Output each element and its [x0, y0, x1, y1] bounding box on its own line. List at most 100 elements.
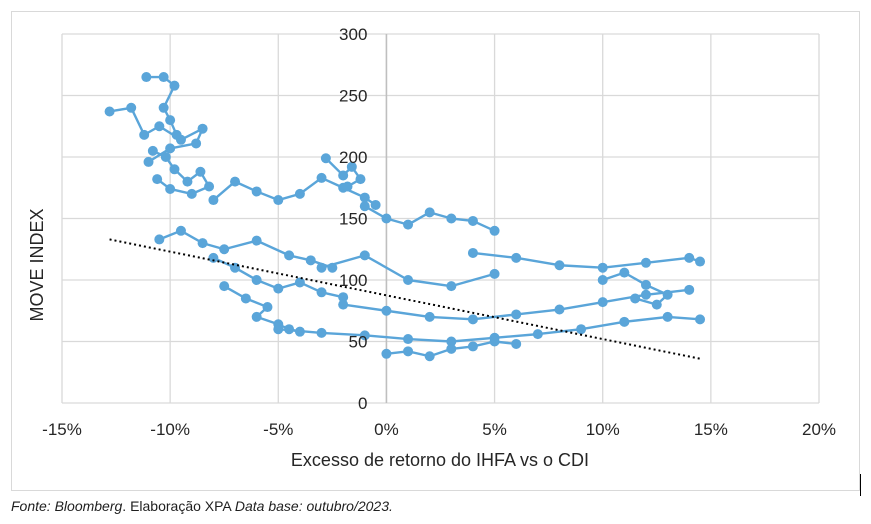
data-point: [208, 252, 219, 263]
data-point: [158, 72, 169, 83]
data-point: [446, 336, 457, 347]
data-point: [169, 80, 180, 91]
x-tick-label: 20%: [802, 420, 836, 439]
data-point: [346, 161, 357, 172]
data-point: [640, 279, 651, 290]
data-point: [640, 257, 651, 268]
data-point: [381, 213, 392, 224]
data-point: [186, 188, 197, 199]
data-point: [262, 302, 273, 313]
data-point: [554, 304, 565, 315]
series-line: [472, 251, 701, 269]
data-point: [424, 351, 435, 362]
data-point: [597, 297, 608, 308]
data-point: [662, 289, 673, 300]
data-point: [284, 250, 295, 261]
data-point: [338, 170, 349, 181]
data-point: [355, 174, 366, 185]
data-point: [273, 283, 284, 294]
data-point: [160, 152, 171, 162]
y-tick-labels: 0 50 100 150 200 250 300: [339, 25, 367, 413]
y-tick-label: 150: [339, 210, 367, 229]
data-point: [651, 299, 662, 310]
data-point: [147, 145, 158, 156]
data-point: [554, 260, 565, 271]
data-point: [695, 314, 706, 325]
data-point: [467, 215, 478, 226]
data-point: [403, 219, 414, 230]
data-point: [359, 192, 370, 203]
data-point: [251, 275, 262, 285]
scatter-series: [104, 72, 706, 362]
data-point: [305, 255, 316, 266]
x-tick-label: 0%: [374, 420, 399, 439]
data-point: [316, 262, 327, 273]
data-point: [446, 343, 457, 354]
data-point: [154, 121, 165, 132]
data-point: [467, 314, 478, 325]
data-point: [316, 172, 327, 183]
divider: [860, 474, 861, 496]
caption-date: Data base: outubro/2023.: [234, 498, 393, 514]
data-point: [446, 213, 457, 224]
source-caption: Fonte: Bloomberg. Elaboração XPA Data ba…: [11, 498, 393, 514]
data-point: [619, 267, 630, 278]
data-point: [446, 281, 457, 292]
data-point: [251, 311, 262, 322]
data-point: [695, 256, 706, 267]
x-tick-label: 15%: [694, 420, 728, 439]
data-point: [154, 234, 165, 245]
data-point: [511, 252, 522, 263]
data-point: [204, 181, 215, 192]
chart-frame: [11, 11, 860, 491]
data-point: [359, 201, 370, 212]
data-point: [359, 250, 370, 261]
trendline: [109, 238, 701, 360]
x-tick-label: 10%: [586, 420, 620, 439]
grid: [61, 33, 820, 404]
caption-source: Fonte: Bloomberg: [11, 498, 123, 514]
data-point: [684, 284, 695, 295]
y-tick-label: 300: [339, 25, 367, 44]
data-point: [230, 176, 241, 187]
y-axis-title: MOVE INDEX: [27, 208, 47, 321]
data-point: [143, 156, 154, 167]
x-tick-label: -15%: [42, 420, 82, 439]
data-point: [424, 207, 435, 218]
data-point: [294, 277, 305, 288]
data-point: [182, 176, 193, 187]
data-point: [219, 244, 230, 255]
data-point: [273, 324, 284, 335]
data-point: [165, 115, 176, 126]
data-point: [197, 238, 208, 249]
data-point: [619, 316, 630, 327]
data-point: [467, 341, 478, 352]
data-point: [152, 174, 163, 185]
caption-dot: .: [122, 498, 127, 514]
data-point: [403, 334, 414, 345]
data-point: [158, 102, 169, 113]
data-point: [489, 268, 500, 279]
data-point: [489, 225, 500, 236]
data-point: [576, 324, 587, 335]
y-tick-label: 50: [349, 333, 368, 352]
data-point: [370, 199, 381, 210]
data-point: [467, 247, 478, 258]
data-point: [195, 166, 206, 177]
data-point: [640, 289, 651, 300]
x-tick-label: 5%: [482, 420, 507, 439]
data-point: [662, 311, 673, 322]
data-point: [251, 235, 262, 246]
y-tick-label: 250: [339, 87, 367, 106]
data-point: [403, 346, 414, 357]
data-point: [230, 262, 241, 273]
data-point: [489, 336, 500, 347]
data-point: [169, 164, 180, 175]
data-point: [139, 129, 150, 140]
x-tick-label: -5%: [263, 420, 293, 439]
data-point: [175, 225, 186, 236]
data-point: [403, 275, 414, 285]
y-tick-label: 0: [358, 394, 367, 413]
data-point: [359, 330, 370, 341]
data-point: [597, 275, 608, 285]
